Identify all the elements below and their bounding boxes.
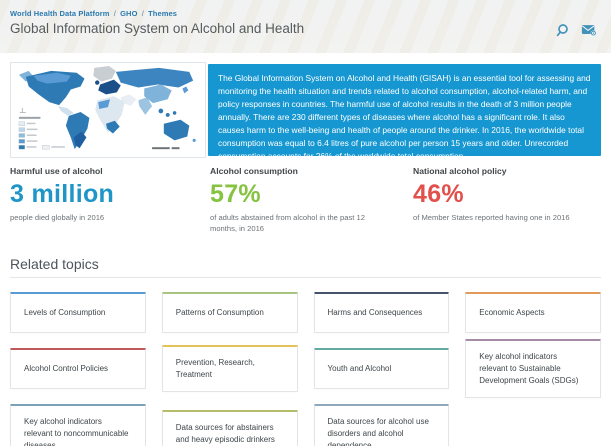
key-stats: Harmful use of alcohol 3 million people … xyxy=(10,166,601,235)
topic-card[interactable]: Key alcohol indicators relevant to Susta… xyxy=(465,339,601,398)
topic-card[interactable]: Prevention, Research, Treatment xyxy=(161,345,298,392)
breadcrumb: World Health Data Platform / GHO / Theme… xyxy=(10,9,177,18)
topic-card[interactable]: Youth and Alcohol xyxy=(313,348,450,389)
topic-card-label: Harms and Consequences xyxy=(327,308,423,317)
stat-value: 3 million xyxy=(10,180,115,208)
topic-card-label: Data sources for alcohol use disorders a… xyxy=(327,417,429,446)
breadcrumb-link-gho[interactable]: GHO xyxy=(120,9,138,18)
stat-label: Harmful use of alcohol xyxy=(10,166,103,176)
header-icons xyxy=(556,23,597,37)
topic-card[interactable]: Economic Aspects xyxy=(465,292,601,333)
stat-label: National alcohol policy xyxy=(413,166,507,176)
stat-value: 46% xyxy=(413,180,464,208)
stat-desc: of adults abstained from alcohol in the … xyxy=(210,213,365,234)
breadcrumb-separator: / xyxy=(113,9,116,18)
stat-harmful-use: Harmful use of alcohol 3 million people … xyxy=(10,166,210,235)
related-topics-grid: Levels of Consumption Patterns of Consum… xyxy=(10,292,601,446)
stat-label: Alcohol consumption xyxy=(210,166,298,176)
map-legend xyxy=(18,116,65,150)
stat-desc: of Member States reported having one in … xyxy=(413,213,570,222)
topic-card[interactable]: Patterns of Consumption xyxy=(161,292,298,333)
breadcrumb-link-platform[interactable]: World Health Data Platform xyxy=(10,9,110,18)
mail-subscribe-icon[interactable] xyxy=(581,23,597,37)
stat-consumption: Alcohol consumption 57% of adults abstai… xyxy=(210,166,413,235)
world-map[interactable] xyxy=(11,63,205,157)
breadcrumb-separator: / xyxy=(141,9,144,18)
topic-card-label: Levels of Consumption xyxy=(24,308,106,317)
topic-card[interactable]: Data sources for alcohol use disorders a… xyxy=(313,404,450,446)
topic-card-label: Prevention, Research, Treatment xyxy=(175,358,255,379)
world-map-card[interactable] xyxy=(10,62,206,158)
search-icon[interactable] xyxy=(556,23,572,37)
stat-desc: people died globally in 2016 xyxy=(10,213,105,222)
topic-card-label: Key alcohol indicators relevant to nonco… xyxy=(24,417,129,446)
related-topics-heading: Related topics xyxy=(10,256,99,272)
divider xyxy=(10,277,601,278)
hero-description: The Global Information System on Alcohol… xyxy=(208,64,601,161)
topic-card-label: Key alcohol indicators relevant to Susta… xyxy=(479,352,579,385)
topic-card-label: Patterns of Consumption xyxy=(175,308,264,317)
stat-value: 57% xyxy=(210,180,261,208)
topic-card[interactable]: Data sources for abstainers and heavy ep… xyxy=(161,410,298,446)
topic-card-label: Youth and Alcohol xyxy=(327,364,392,373)
page-title: Global Information System on Alcohol and… xyxy=(10,21,305,36)
breadcrumb-link-themes[interactable]: Themes xyxy=(148,9,178,18)
topic-card[interactable]: Harms and Consequences xyxy=(313,292,450,333)
topic-card[interactable]: Alcohol Control Policies xyxy=(10,348,146,389)
topic-card[interactable]: Key alcohol indicators relevant to nonco… xyxy=(10,404,146,446)
topic-card-label: Economic Aspects xyxy=(479,308,545,317)
page-header: World Health Data Platform / GHO / Theme… xyxy=(0,0,611,53)
topic-card[interactable]: Levels of Consumption xyxy=(10,292,146,333)
topic-card-label: Alcohol Control Policies xyxy=(24,364,109,373)
hero-section: The Global Information System on Alcohol… xyxy=(10,62,601,161)
stat-policy: National alcohol policy 46% of Member St… xyxy=(413,166,601,235)
topic-card-label: Data sources for abstainers and heavy ep… xyxy=(175,423,275,444)
